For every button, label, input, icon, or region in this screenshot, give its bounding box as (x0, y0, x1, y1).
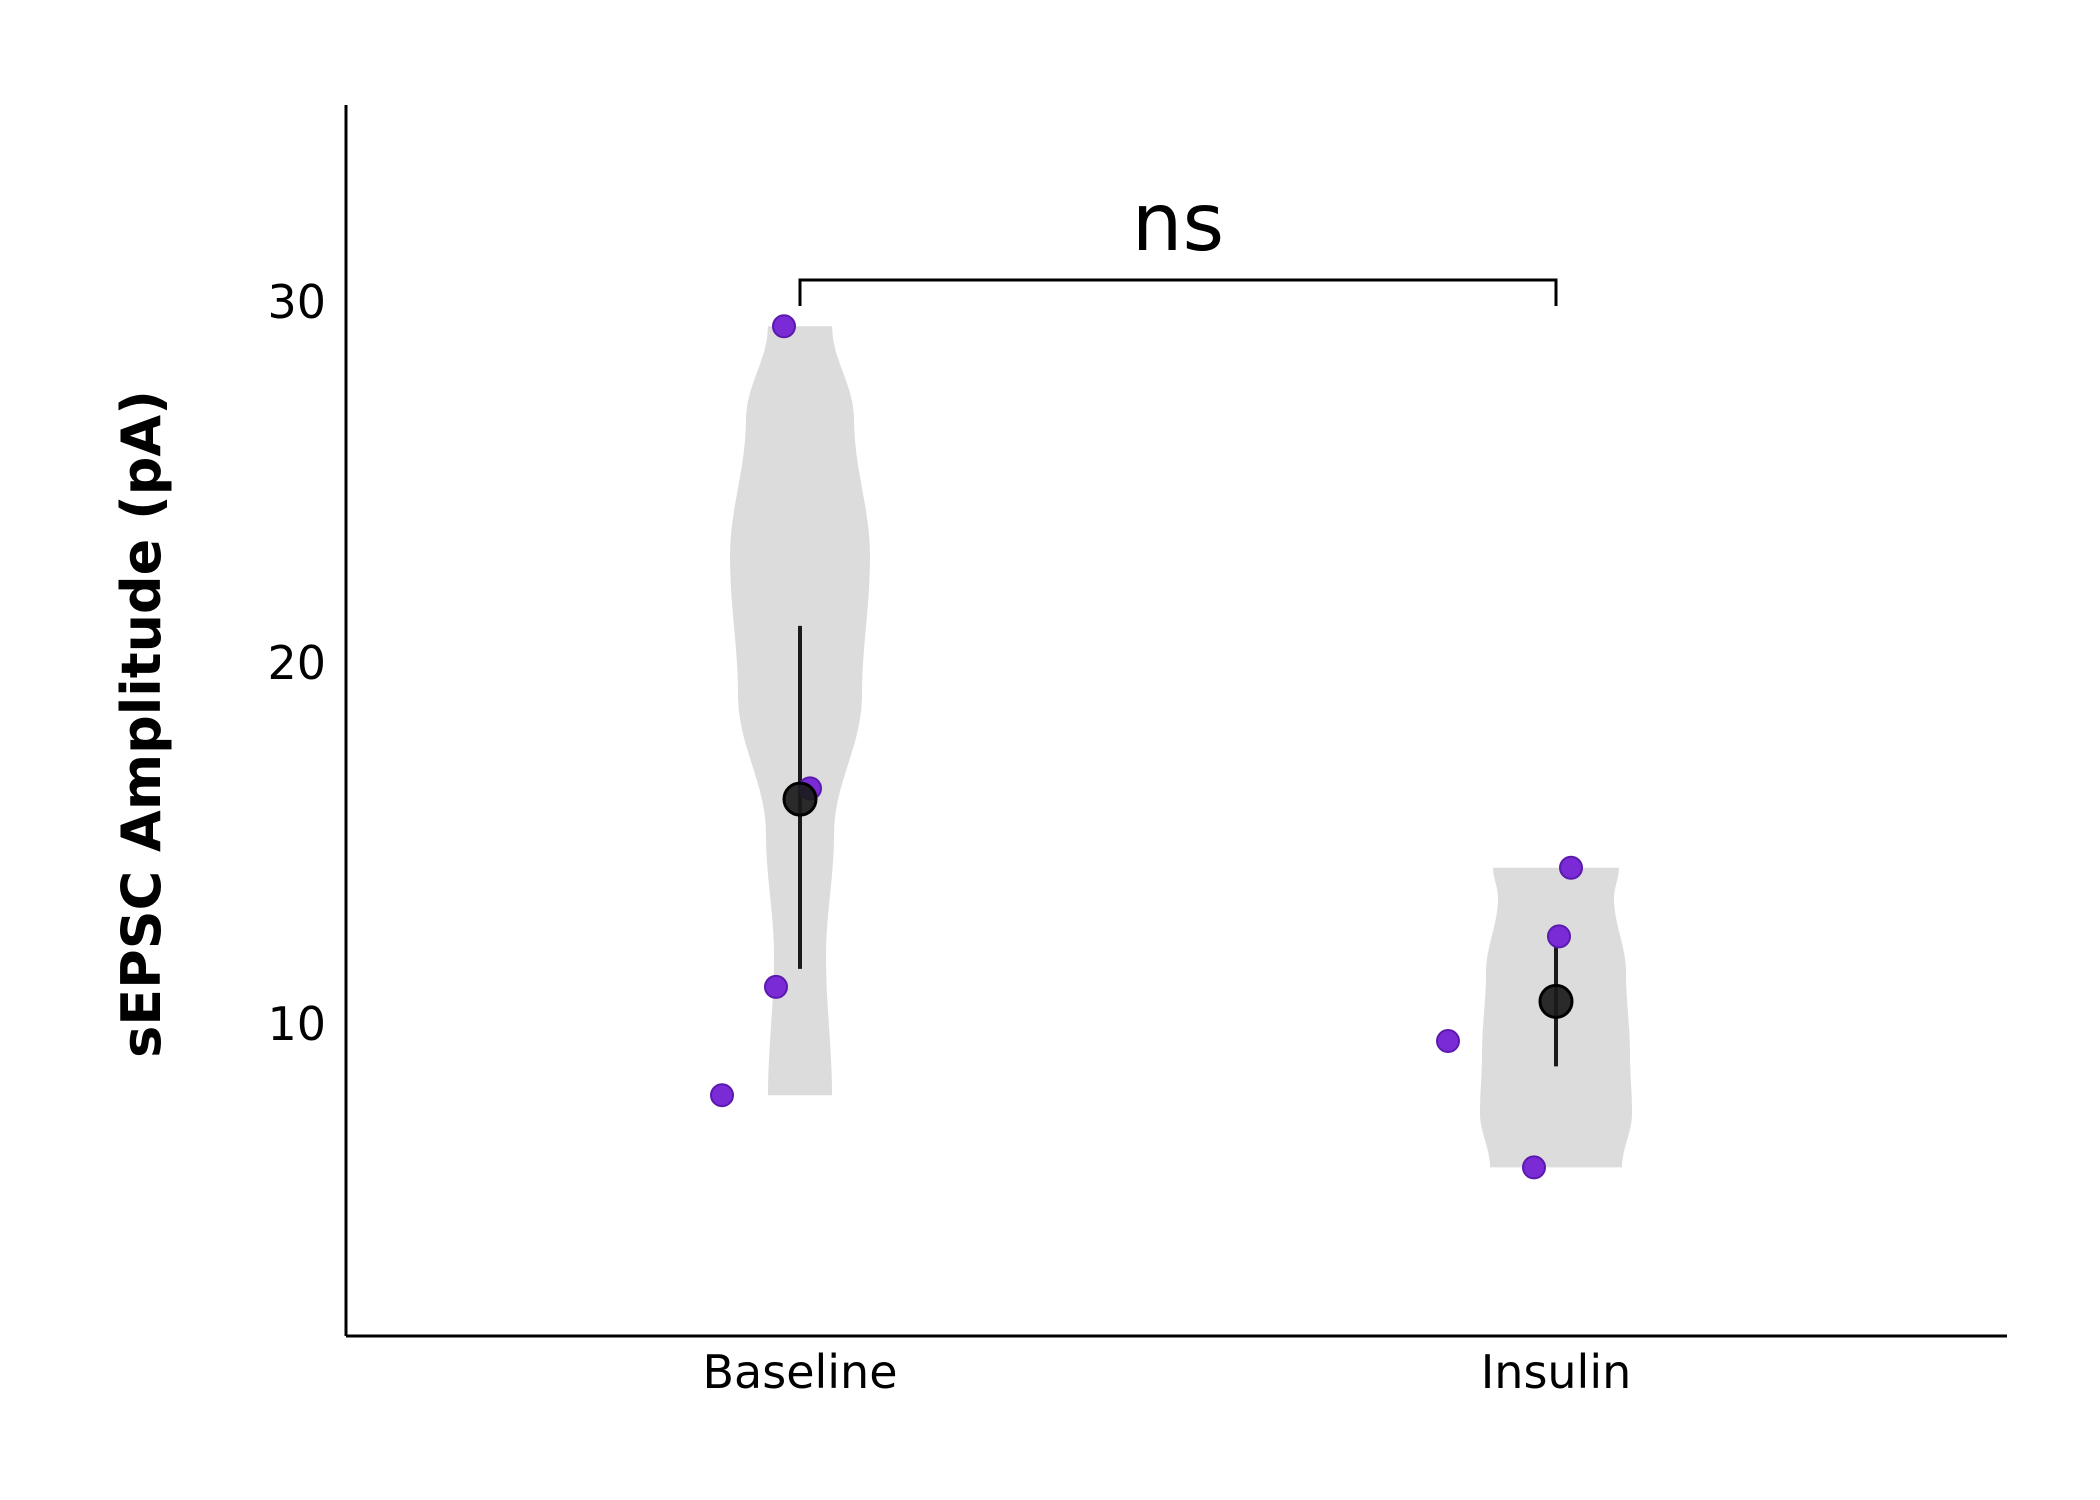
data-point (772, 314, 796, 339)
mean-layer (782, 781, 1574, 1019)
significance-label: ns (1132, 176, 1224, 269)
x-tick-label: Insulin (1481, 1345, 1632, 1399)
x-tick-layer: Baseline Insulin (702, 1345, 1631, 1399)
y-tick-label: 20 (267, 636, 326, 690)
x-tick-label: Baseline (702, 1345, 897, 1399)
data-point (1436, 1029, 1460, 1054)
data-point (764, 974, 788, 999)
data-point (1559, 855, 1583, 880)
y-tick-label: 10 (267, 997, 326, 1051)
errorbar-layer (798, 625, 1558, 1067)
data-point (1522, 1155, 1546, 1180)
point-layer (710, 314, 1583, 1180)
mean-marker-baseline (782, 781, 818, 817)
y-tick-label: 30 (267, 275, 326, 329)
significance-bracket (798, 278, 1558, 306)
violin-layer (730, 326, 1632, 1168)
mean-marker-insulin (1538, 983, 1574, 1019)
data-point (710, 1083, 734, 1108)
data-point (1547, 924, 1571, 949)
y-axis-label: sEPSC Amplitude (pA) (110, 390, 173, 1058)
y-tick-layer: 10 20 30 (267, 275, 326, 1051)
